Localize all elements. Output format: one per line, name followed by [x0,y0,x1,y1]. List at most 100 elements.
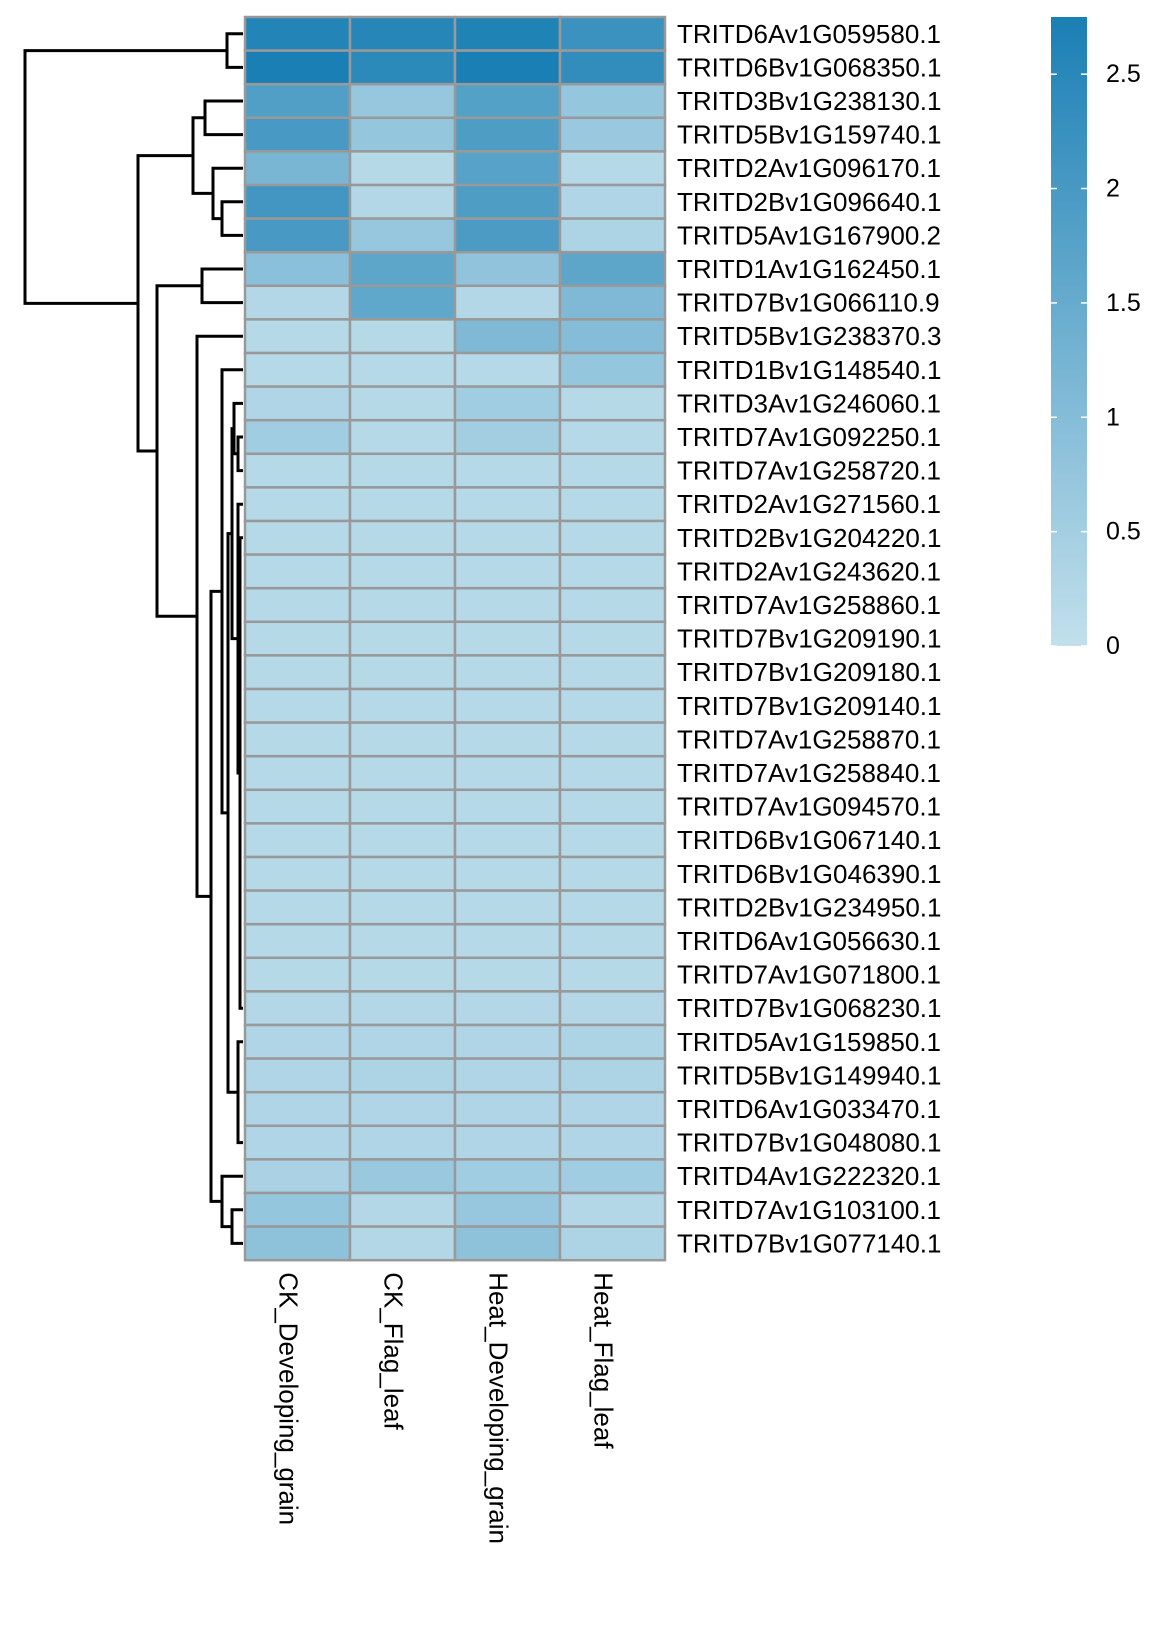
heatmap-cell [348,654,457,691]
heatmap-cell [453,990,562,1027]
heatmap-cell [453,586,562,624]
heatmap-cell [453,922,562,960]
heatmap-cell [558,990,667,1027]
row-label: TRITD6Av1G033470.1 [677,1094,941,1124]
column-label: CK_Developing_grain [274,1272,304,1525]
heatmap-cell [348,116,457,153]
heatmap-cell [348,822,457,859]
row-label: TRITD6Bv1G046390.1 [677,859,941,889]
heatmap-cell [348,351,457,388]
row-label: TRITD7Av1G258840.1 [677,758,941,788]
heatmap-cell [348,15,457,52]
heatmap-cell [453,1124,562,1161]
heatmap-cell [243,990,352,1027]
heatmap-cell [558,1124,667,1161]
heatmap-cell [558,49,667,86]
row-label: TRITD7Bv1G209140.1 [677,691,941,721]
row-label: TRITD2Av1G271560.1 [677,489,941,519]
row-label: TRITD7Av1G258860.1 [677,590,941,620]
heatmap-cell [453,486,562,523]
heatmap-cell [453,855,562,892]
heatmap-cell [453,1158,562,1195]
row-label: TRITD5Av1G167900.2 [677,220,941,250]
heatmap-cell [453,82,562,120]
heatmap-cell [243,1158,352,1195]
dendrogram-branch [236,1040,243,1145]
heatmap-cell [453,788,562,825]
heatmap-cell [348,889,457,926]
heatmap-cell [243,1191,352,1228]
heatmap-cell [348,418,457,456]
heatmap-cell [243,687,352,724]
heatmap-cell [453,284,562,321]
heatmap-cell [558,116,667,153]
heatmap-cell [243,1124,352,1161]
dendrogram-branch [209,589,222,1203]
heatmap-cells [243,15,667,1262]
heatmap-cell [558,1090,667,1128]
dendrogram-branch [225,32,243,69]
heatmap-cell [243,586,352,624]
heatmap-cell [348,183,457,220]
heatmap-cell [348,217,457,254]
heatmap-cell [243,1090,352,1128]
heatmap-cell [558,183,667,220]
heatmap-cell [243,15,352,52]
heatmap-cell [558,586,667,624]
heatmap-cell [558,855,667,892]
row-label: TRITD7Bv1G068230.1 [677,993,941,1023]
heatmap-cell [453,1191,562,1228]
heatmap-cell [453,822,562,859]
dendrogram-branch [200,267,243,305]
heatmap-cell [453,721,562,758]
legend-tick-label: 2 [1106,175,1120,203]
heatmap-cell [243,620,352,657]
heatmap-cell [243,49,352,86]
column-labels: CK_Developing_grain CK_Flag_leaf Heat_Deve… [274,1272,619,1544]
heatmap-cell [348,452,457,489]
heatmap-cell [558,250,667,288]
heatmap-cell [348,1158,457,1195]
heatmap-cell [348,553,457,590]
heatmap-cell [558,922,667,960]
heatmap-cell [348,620,457,657]
heatmap-cell [453,116,562,153]
heatmap-cell [348,721,457,758]
row-label: TRITD7Av1G071800.1 [677,960,941,990]
legend-tick-label: 2.5 [1106,60,1141,88]
heatmap-cell [453,1023,562,1060]
heatmap-cell [453,519,562,556]
row-label: TRITD7Av1G092250.1 [677,422,941,452]
heatmap-cell [348,486,457,523]
heatmap-cell [243,1057,352,1094]
heatmap-cell [243,284,352,321]
dendrogram-branch [220,200,243,237]
heatmap-cell [243,351,352,388]
heatmap-cell [348,990,457,1027]
heatmap-cell [558,1225,667,1262]
heatmap-cell [453,889,562,926]
heatmap-cell [558,1158,667,1195]
heatmap-cell [348,385,457,422]
heatmap-cell [558,1191,667,1228]
row-label: TRITD6Bv1G068350.1 [677,52,941,82]
row-dendrogram [23,32,243,1245]
dendrogram-branch [195,334,243,898]
heatmap-cell [243,116,352,153]
dendrogram-branch [238,536,243,1010]
row-label: TRITD7Av1G258870.1 [677,724,941,754]
heatmap-cell [243,922,352,960]
heatmap-cell [348,956,457,993]
heatmap-cell [558,452,667,489]
heatmap-cell [558,956,667,993]
column-label: Heat_Developing_grain [484,1272,514,1544]
heatmap-cell [558,519,667,556]
heatmap-cell [453,452,562,489]
heatmap-cell [348,250,457,288]
heatmap-cell [453,385,562,422]
heatmap-cell [558,1057,667,1094]
row-label: TRITD7Bv1G209190.1 [677,624,941,654]
heatmap-cell [348,1023,457,1060]
heatmap-cell [348,687,457,724]
